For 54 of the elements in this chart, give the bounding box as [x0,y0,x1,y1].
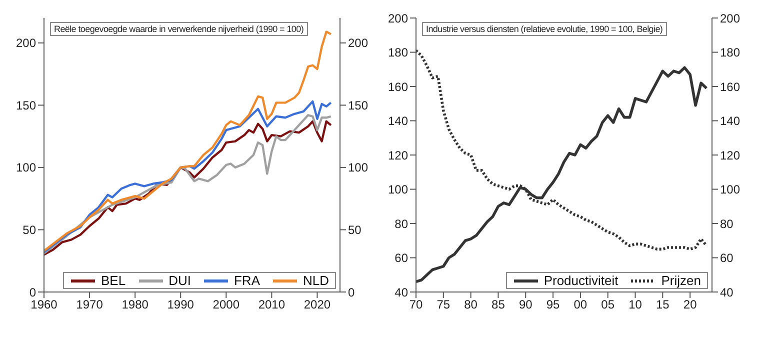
x-tick-label: 1960 [30,298,58,312]
x-tick-label: 05 [601,298,615,312]
x-tick-label: 2020 [304,298,331,312]
legend-label: NLD [302,273,329,288]
y2-tick-label: 80 [720,216,734,231]
x-tick-label: 70 [409,298,423,312]
legend-label: Productiviteit [542,273,618,288]
x-tick-label: 95 [546,298,560,312]
y-tick-label: 100 [16,160,36,175]
x-tick-label: 10 [628,298,642,312]
legend-label: Prijzen [660,273,701,288]
y2-tick-label: 150 [348,98,368,112]
x-tick-label: 1980 [122,298,149,312]
legend-label: DUI [168,273,191,288]
x-tick-label: 15 [656,298,670,312]
y-tick-label: 200 [16,36,36,50]
y2-tick-label: 50 [348,222,362,237]
x-tick-label: 00 [574,298,588,312]
y2-tick-label: 100 [348,160,368,175]
text: Reële toegevoegde waarde in verwerkende nijverheid (1990 = 100) [50,22,308,36]
x-tick-label: 80 [464,298,478,312]
text: Industrie versus diensten (relatieve evolutie, 1990 = 100, Belgie) [422,22,667,36]
y2-tick-label: 40 [720,285,734,300]
y-tick-label: 160 [388,80,408,94]
y2-tick-label: 0 [348,285,355,300]
y-tick-label: 80 [394,216,408,231]
y-tick-label: 120 [388,148,408,162]
y2-tick-label: 180 [720,46,740,60]
x-tick-label: 1990 [167,298,194,312]
x-tick-label: 20 [683,298,698,312]
x-tick-label: 2010 [258,298,286,312]
y-tick-label: 40 [394,285,408,300]
y2-tick-label: 120 [720,148,740,162]
y-tick-label: 180 [388,46,408,60]
y2-tick-label: 200 [720,11,740,26]
y-tick-label: 100 [388,182,408,197]
x-tick-label: 2000 [212,298,240,312]
legend-label: FRA [232,273,260,288]
x-tick-label: 1970 [76,298,104,312]
y-tick-label: 200 [388,11,408,26]
y-tick-label: 140 [388,114,408,128]
y-tick-label: 60 [394,251,408,266]
y2-tick-label: 140 [720,114,740,128]
y-tick-label: 50 [22,222,36,237]
legend-label: BEL [100,273,126,288]
y2-tick-label: 60 [720,251,734,266]
x-tick-label: 85 [492,298,506,312]
y-tick-label: 150 [16,98,36,112]
x-tick-label: 90 [518,298,533,312]
y-tick-label: 0 [29,285,36,300]
y2-tick-label: 160 [720,80,740,94]
y2-tick-label: 200 [348,36,368,50]
x-tick-label: 75 [436,298,450,312]
y2-tick-label: 100 [720,182,740,197]
